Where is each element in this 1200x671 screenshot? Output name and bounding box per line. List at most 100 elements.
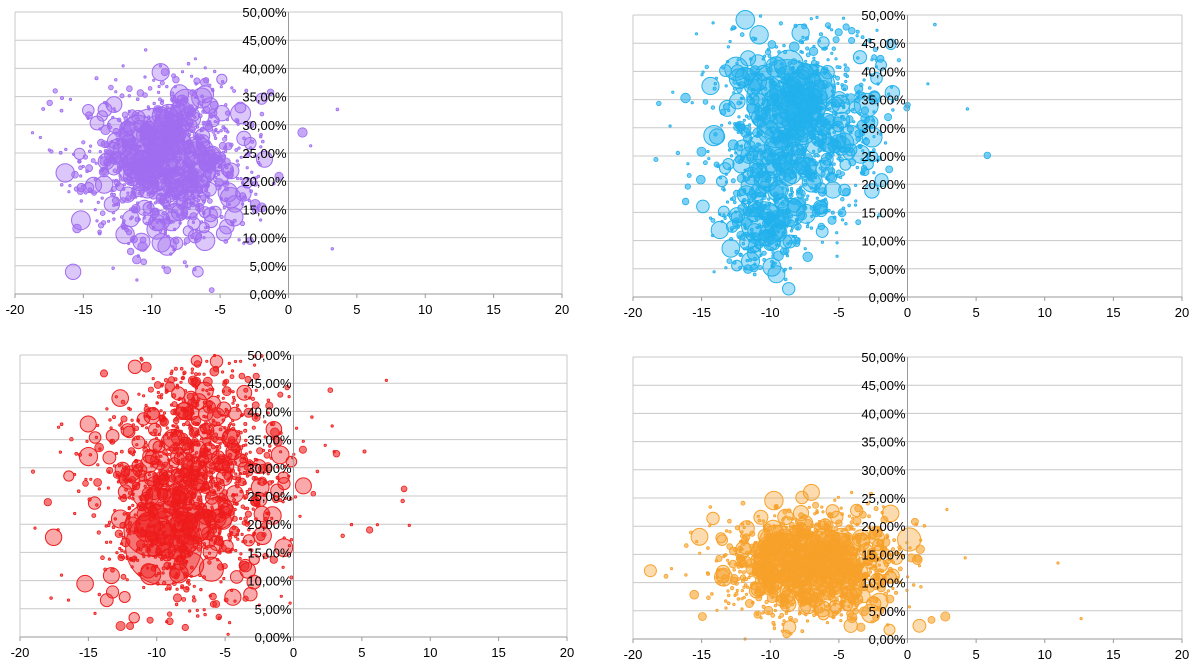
bubble-point [718, 176, 723, 180]
bubble-point [733, 86, 738, 91]
bubble-point [283, 496, 287, 501]
bubble-point [767, 265, 786, 284]
bubble-point [744, 231, 749, 235]
bubble-point [142, 394, 146, 398]
bubble-point [103, 142, 110, 149]
bubble-point [733, 547, 739, 553]
bubble-point [78, 447, 99, 467]
bubble-point [722, 213, 726, 217]
bubble-point [823, 68, 827, 73]
bubble-point [184, 512, 189, 517]
bubble-point [751, 156, 755, 161]
bubble-point [790, 58, 798, 65]
bubble-point [187, 206, 191, 210]
bubble-point [193, 237, 199, 242]
bubble-point [172, 209, 176, 213]
bubble-point [805, 46, 810, 51]
bubble-point [752, 272, 757, 277]
bubble-point [838, 579, 843, 584]
bubble-point [109, 439, 113, 444]
bubble-point [147, 152, 151, 156]
bubble-point [774, 233, 778, 237]
bubble-point [213, 156, 217, 160]
bubble-point [796, 96, 800, 100]
bubble-point [191, 411, 195, 415]
bubble-point [779, 115, 783, 119]
y-tick-label: 30,00% [247, 461, 292, 476]
bubble-point [221, 435, 226, 439]
bubble-point [178, 203, 182, 208]
bubble-point [142, 445, 146, 449]
bubble-point [96, 110, 109, 122]
bubble-point [149, 539, 153, 543]
bubble-point [159, 504, 163, 508]
bubble-point [876, 82, 880, 86]
bubble-point [217, 539, 225, 547]
bubble-point [804, 59, 808, 63]
bubble-point [89, 477, 93, 481]
bubble-point [191, 396, 195, 400]
bubble-point [790, 602, 795, 607]
bubble-point [832, 215, 837, 220]
bubble-point [743, 190, 747, 194]
bubble-point [884, 85, 901, 101]
bubble-point [201, 473, 208, 480]
bubble-point [231, 401, 235, 405]
bubble-point [817, 140, 822, 144]
bubble-point [55, 163, 75, 183]
bubble-point [164, 535, 168, 539]
bubble-point [257, 481, 261, 485]
bubble-point [192, 392, 196, 397]
bubble-point [213, 523, 217, 527]
bubble-point [852, 616, 857, 621]
bubble-point [177, 509, 181, 513]
bubble-point [162, 530, 166, 534]
bubble-point [728, 530, 732, 534]
x-tick-label: -5 [219, 645, 231, 660]
bubble-point [877, 213, 882, 218]
bubble-point [180, 166, 185, 171]
bubble-point [113, 160, 118, 164]
bubble-point [243, 184, 247, 188]
bubble-point [327, 387, 334, 394]
bubble-point [178, 116, 183, 120]
bubble-point [770, 595, 775, 599]
bubble-point [151, 186, 156, 191]
bubble-point [162, 150, 167, 155]
bubble-point [790, 226, 795, 230]
bubble-point [111, 525, 116, 529]
bubble-point [209, 476, 213, 480]
y-tick-label: 10,00% [247, 574, 292, 589]
bubble-point [785, 597, 789, 602]
bubble-point [177, 183, 181, 187]
bubble-point [735, 224, 741, 230]
bubble-point [188, 501, 192, 506]
bubble-point [849, 616, 854, 621]
bubble-point [234, 472, 238, 476]
bubble-point [301, 439, 305, 443]
bubble-point [144, 403, 148, 407]
bubble-point [202, 372, 206, 376]
bubble-point [155, 472, 161, 477]
bubble-point [143, 484, 147, 488]
bubble-point [785, 210, 790, 214]
bubble-point [188, 423, 192, 427]
bubble-point [221, 467, 225, 471]
bubble-point [188, 512, 192, 516]
bubble-point [185, 264, 189, 268]
bubble-point [217, 496, 221, 500]
bubble-point [187, 553, 192, 558]
bubble-point [222, 154, 227, 158]
bubble-point [712, 86, 717, 91]
bubble-point [883, 141, 888, 145]
bubble-point [212, 69, 217, 74]
bubble-point [835, 611, 839, 615]
bubble-point [137, 167, 141, 171]
bubble-series [653, 9, 991, 296]
bubble-point [204, 470, 208, 474]
bubble-point [795, 546, 799, 550]
bubble-point [254, 462, 258, 467]
bubble-point [770, 82, 774, 87]
bubble-point [174, 150, 178, 154]
bubble-point [259, 134, 263, 139]
